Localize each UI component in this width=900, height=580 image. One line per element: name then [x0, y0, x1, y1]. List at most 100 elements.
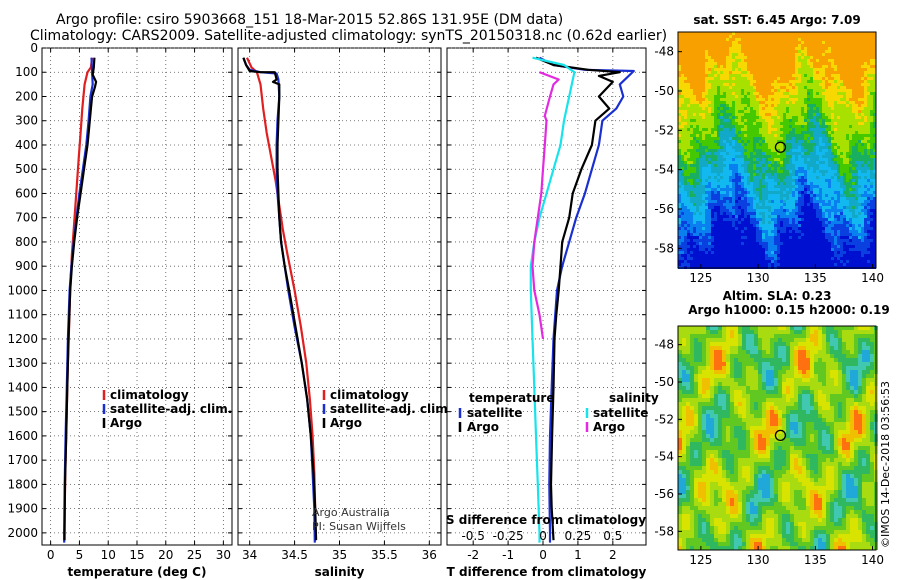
map-cell [720, 104, 723, 107]
map-cell [783, 218, 786, 221]
map-cell [762, 206, 765, 209]
map-cell [687, 50, 690, 53]
map-cell [708, 170, 711, 173]
map-cell [738, 215, 741, 218]
map-cell [720, 131, 723, 134]
map-cell [804, 53, 807, 56]
map-cell [843, 236, 846, 239]
map-cell [813, 218, 816, 221]
map-cell [861, 80, 864, 83]
map-cell [867, 116, 870, 119]
map-cell [843, 38, 846, 41]
map-cell [774, 215, 777, 218]
map-cell [855, 134, 858, 137]
map-cell [852, 230, 855, 233]
map-cell [714, 77, 717, 80]
map-cell [729, 35, 732, 38]
map-cell [831, 176, 834, 179]
map-cell [849, 47, 852, 50]
map-cell [765, 59, 768, 62]
map-cell [783, 92, 786, 95]
map-cell [870, 161, 873, 164]
y-tick-label: 700 [15, 211, 38, 225]
map-cell [846, 110, 849, 113]
map-cell [801, 140, 804, 143]
map-cell [852, 203, 855, 206]
map-cell [684, 233, 687, 236]
map-cell [750, 209, 753, 212]
map-cell [744, 41, 747, 44]
map-cell [855, 149, 858, 152]
map-cell [732, 101, 735, 104]
map-cell [711, 122, 714, 125]
map-cell [762, 116, 765, 119]
map-cell [750, 77, 753, 80]
map-cell [720, 59, 723, 62]
map-cell [714, 242, 717, 245]
map-cell [774, 242, 777, 245]
map-cell [822, 221, 825, 224]
map-cell [825, 179, 828, 182]
map-cell [816, 179, 819, 182]
map-cell [744, 101, 747, 104]
map-cell [681, 194, 684, 197]
map-cell [720, 50, 723, 53]
map-cell [834, 161, 837, 164]
map-cell [726, 173, 729, 176]
map-cell [867, 158, 870, 161]
map-cell [867, 230, 870, 233]
map-cell [801, 233, 804, 236]
map-cell [783, 158, 786, 161]
map-cell [708, 44, 711, 47]
map-cell [747, 155, 750, 158]
map-cell [798, 59, 801, 62]
map-cell [738, 53, 741, 56]
map-cell [702, 137, 705, 140]
map-cell [849, 80, 852, 83]
map-cell [729, 191, 732, 194]
map-cell [870, 194, 873, 197]
map-cell [774, 224, 777, 227]
map-cell [828, 113, 831, 116]
map-cell [732, 38, 735, 41]
map-cell [732, 233, 735, 236]
map-cell [723, 203, 726, 206]
map-cell [696, 221, 699, 224]
map-cell [813, 233, 816, 236]
map-cell [762, 32, 765, 35]
map-cell [696, 77, 699, 80]
map-cell [696, 50, 699, 53]
map-cell [783, 164, 786, 167]
map-cell [843, 221, 846, 224]
map-cell [771, 227, 774, 230]
map-cell [861, 176, 864, 179]
map-cell [753, 167, 756, 170]
map-cell [717, 149, 720, 152]
map-cell [762, 197, 765, 200]
map-cell [804, 110, 807, 113]
map-cell [870, 167, 873, 170]
map-cell [723, 56, 726, 59]
map-cell [858, 122, 861, 125]
map-cell [816, 53, 819, 56]
map-cell [804, 173, 807, 176]
map-cell [702, 98, 705, 101]
map-cell [810, 233, 813, 236]
map-cell [789, 32, 792, 35]
map-cell [807, 38, 810, 41]
map-cell [834, 107, 837, 110]
map-cell [873, 167, 876, 170]
map-cell [855, 194, 858, 197]
map-cell [702, 215, 705, 218]
map-cell [735, 68, 738, 71]
map-cell [681, 80, 684, 83]
map-cell [858, 56, 861, 59]
map-cell [834, 134, 837, 137]
map-cell [855, 119, 858, 122]
map-cell [819, 239, 822, 242]
map-cell [825, 98, 828, 101]
map-cell [765, 152, 768, 155]
map-cell [801, 56, 804, 59]
map-cell [771, 215, 774, 218]
map-cell [843, 152, 846, 155]
